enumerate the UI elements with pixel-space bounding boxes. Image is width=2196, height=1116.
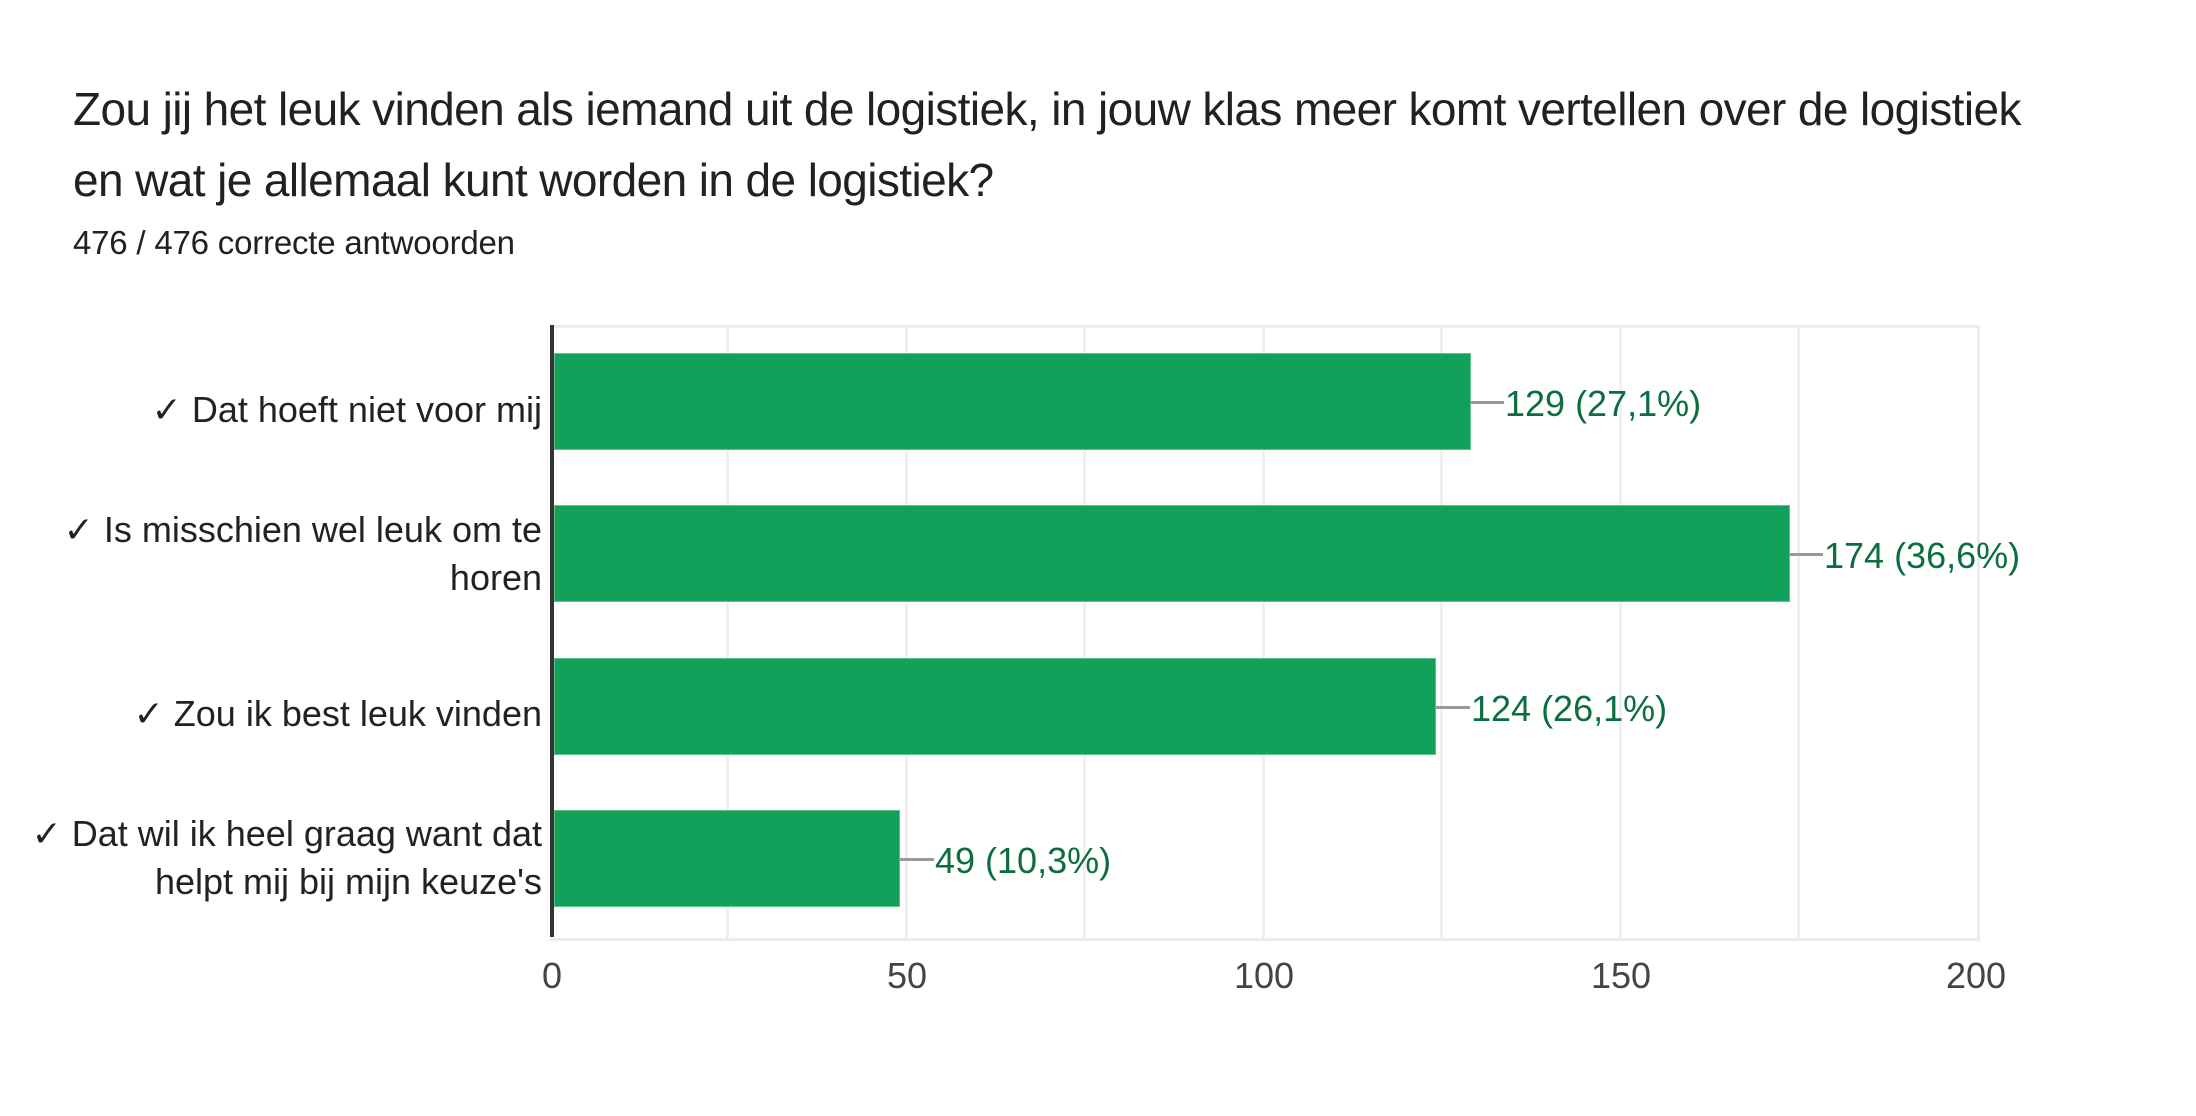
gridline-150 <box>1619 328 1622 938</box>
value-label-1: 129 (27,1%) <box>1505 383 1702 424</box>
category-label-text: ✓ Dat wil ik heel graag want dat <box>31 813 542 854</box>
value-label-4: 49 (10,3%) <box>935 840 1112 881</box>
gridline-175 <box>1797 328 1800 938</box>
leader-line-4 <box>900 858 934 861</box>
gridline-75 <box>1083 328 1086 938</box>
x-tick-100: 100 <box>1233 955 1295 996</box>
plot-area <box>550 325 1980 941</box>
category-label-text: ✓ Zou ik best leuk vinden <box>133 693 542 734</box>
value-label-3: 124 (26,1%) <box>1471 688 1668 729</box>
leader-line-3 <box>1436 706 1470 709</box>
category-label-3: ✓ Zou ik best leuk vinden <box>22 690 542 738</box>
leader-line-2 <box>1789 553 1823 556</box>
category-label-text: ✓ Is misschien wel leuk om te <box>63 509 542 550</box>
bar-3[interactable] <box>554 658 1436 755</box>
x-tick-200: 200 <box>1945 955 2007 996</box>
category-label-2: ✓ Is misschien wel leuk om te horen <box>22 506 542 602</box>
bar-4[interactable] <box>554 810 900 907</box>
category-label-text: horen <box>449 557 542 598</box>
category-label-1: ✓ Dat hoeft niet voor mij <box>22 386 542 434</box>
gridline-50 <box>905 328 908 938</box>
category-label-text: ✓ Dat hoeft niet voor mij <box>151 389 542 430</box>
question-title-line-1: Zou jij het leuk vinden als iemand uit d… <box>73 83 2021 135</box>
x-tick-150: 150 <box>1590 955 1652 996</box>
gridline-125 <box>1440 328 1443 938</box>
value-label-2: 174 (36,6%) <box>1824 535 2021 576</box>
y-axis-line <box>550 325 554 937</box>
x-tick-50: 50 <box>886 955 928 996</box>
bar-2[interactable] <box>554 505 1790 602</box>
response-count: 476 / 476 correcte antwoorden <box>73 224 515 261</box>
category-label-4: ✓ Dat wil ik heel graag want dat helpt m… <box>22 810 542 906</box>
question-title-line-2: en wat je allemaal kunt worden in de log… <box>73 154 994 206</box>
gridline-25 <box>726 328 729 938</box>
leader-line-1 <box>1470 401 1504 404</box>
x-tick-0: 0 <box>541 955 563 996</box>
gridline-100 <box>1262 328 1265 938</box>
bar-1[interactable] <box>554 353 1471 450</box>
category-label-text: helpt mij bij mijn keuze's <box>154 861 542 902</box>
